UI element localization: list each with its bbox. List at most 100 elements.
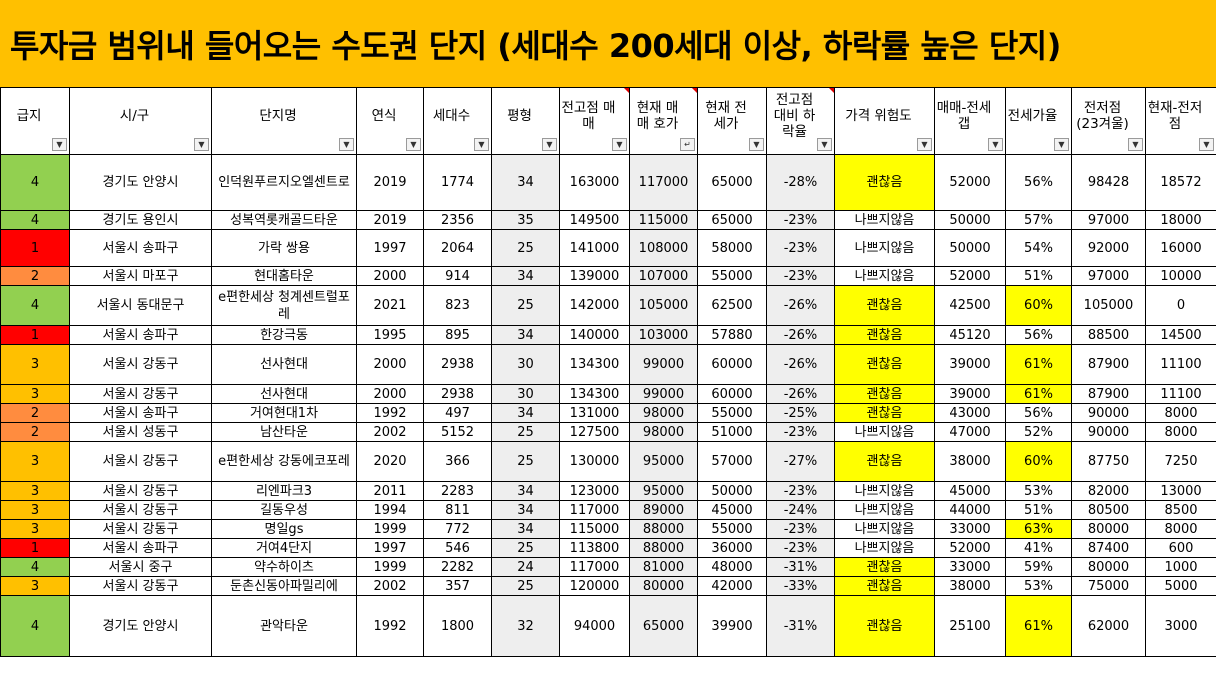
sort-descending-icon[interactable]: ↵ xyxy=(680,138,695,151)
filter-dropdown-icon[interactable]: ▼ xyxy=(917,138,932,151)
cell-ratio: 61% xyxy=(1005,344,1072,385)
table-row: 4 서울시 중구 약수하이츠 1999 2282 24 117000 81000 48000 -3… xyxy=(0,557,1216,577)
comment-marker-icon xyxy=(829,88,834,93)
cell-grade: 2 xyxy=(0,403,70,423)
filter-dropdown-icon[interactable]: ▼ xyxy=(612,138,627,151)
column-header-grade: 급지 ▼ xyxy=(0,87,70,155)
cell-jeonse: 60000 xyxy=(697,344,767,385)
cell-price: 99000 xyxy=(629,384,698,404)
column-header-ratio: 전세가율 ▼ xyxy=(1005,87,1072,155)
cell-jeonse: 65000 xyxy=(697,154,767,211)
filter-dropdown-icon[interactable]: ▼ xyxy=(52,138,67,151)
cell-diff: 18000 xyxy=(1145,210,1216,230)
cell-households: 823 xyxy=(423,285,492,326)
cell-drop: -31% xyxy=(766,595,835,657)
cell-region: 서울시 마포구 xyxy=(69,266,212,286)
filter-dropdown-icon[interactable]: ▼ xyxy=(749,138,764,151)
cell-complex: 인덕원푸르지오엘센트로 xyxy=(211,154,357,211)
cell-peak: 123000 xyxy=(559,481,630,501)
cell-year: 1997 xyxy=(356,229,424,267)
cell-year: 2002 xyxy=(356,422,424,442)
filter-dropdown-icon[interactable]: ▼ xyxy=(339,138,354,151)
cell-ratio: 41% xyxy=(1005,538,1072,558)
cell-grade: 1 xyxy=(0,538,70,558)
cell-complex: e편한세상 강동에코포레 xyxy=(211,441,357,482)
cell-households: 357 xyxy=(423,576,492,596)
cell-low: 75000 xyxy=(1071,576,1146,596)
cell-risk: 괜찮음 xyxy=(834,595,935,657)
filter-dropdown-icon[interactable]: ▼ xyxy=(817,138,832,151)
cell-year: 2011 xyxy=(356,481,424,501)
cell-peak: 142000 xyxy=(559,285,630,326)
column-header-price: 현재 매매 호가 ↵ xyxy=(629,87,698,155)
cell-drop: -31% xyxy=(766,557,835,577)
cell-households: 2282 xyxy=(423,557,492,577)
cell-gap: 43000 xyxy=(934,403,1006,423)
cell-complex: 명일gs xyxy=(211,519,357,539)
cell-low: 82000 xyxy=(1071,481,1146,501)
cell-gap: 38000 xyxy=(934,576,1006,596)
cell-diff: 600 xyxy=(1145,538,1216,558)
cell-year: 1994 xyxy=(356,500,424,520)
cell-diff: 3000 xyxy=(1145,595,1216,657)
cell-grade: 3 xyxy=(0,576,70,596)
filter-dropdown-icon[interactable]: ▼ xyxy=(194,138,209,151)
cell-drop: -26% xyxy=(766,384,835,404)
cell-peak: 117000 xyxy=(559,557,630,577)
cell-peak: 149500 xyxy=(559,210,630,230)
filter-dropdown-icon[interactable]: ▼ xyxy=(406,138,421,151)
cell-gap: 33000 xyxy=(934,557,1006,577)
cell-peak: 120000 xyxy=(559,576,630,596)
table-row: 2 서울시 성동구 남산타운 2002 5152 25 127500 98000 51000 -2… xyxy=(0,422,1216,442)
cell-price: 98000 xyxy=(629,403,698,423)
column-header-complex: 단지명 ▼ xyxy=(211,87,357,155)
cell-drop: -26% xyxy=(766,325,835,345)
cell-complex: 약수하이츠 xyxy=(211,557,357,577)
cell-households: 895 xyxy=(423,325,492,345)
cell-region: 서울시 강동구 xyxy=(69,481,212,501)
cell-price: 105000 xyxy=(629,285,698,326)
cell-complex: 거여현대1차 xyxy=(211,403,357,423)
column-header-label: 평형 xyxy=(507,108,532,124)
cell-jeonse: 62500 xyxy=(697,285,767,326)
table-row: 3 서울시 강동구 둔촌신동아파밀리에 2002 357 25 120000 80000 420… xyxy=(0,576,1216,596)
cell-price: 89000 xyxy=(629,500,698,520)
cell-region: 서울시 동대문구 xyxy=(69,285,212,326)
cell-region: 경기도 안양시 xyxy=(69,595,212,657)
column-header-label: 가격 위험도 xyxy=(845,108,912,124)
cell-price: 115000 xyxy=(629,210,698,230)
cell-peak: 117000 xyxy=(559,500,630,520)
filter-dropdown-icon[interactable]: ▼ xyxy=(1054,138,1069,151)
cell-ratio: 53% xyxy=(1005,481,1072,501)
cell-year: 1999 xyxy=(356,557,424,577)
cell-gap: 45000 xyxy=(934,481,1006,501)
table-row: 4 경기도 안양시 인덕원푸르지오엘센트로 2019 1774 34 163000 11700… xyxy=(0,154,1216,211)
cell-price: 103000 xyxy=(629,325,698,345)
filter-dropdown-icon[interactable]: ▼ xyxy=(542,138,557,151)
cell-year: 1992 xyxy=(356,403,424,423)
cell-gap: 39000 xyxy=(934,344,1006,385)
cell-size: 25 xyxy=(491,576,560,596)
cell-jeonse: 45000 xyxy=(697,500,767,520)
filter-dropdown-icon[interactable]: ▼ xyxy=(1128,138,1143,151)
cell-drop: -28% xyxy=(766,154,835,211)
cell-households: 546 xyxy=(423,538,492,558)
table-row: 2 서울시 마포구 현대홈타운 2000 914 34 139000 107000 55000-… xyxy=(0,266,1216,286)
filter-dropdown-icon[interactable]: ▼ xyxy=(474,138,489,151)
cell-risk: 괜찮음 xyxy=(834,576,935,596)
column-header-peak: 전고점 매매 ▼ xyxy=(559,87,630,155)
cell-ratio: 56% xyxy=(1005,403,1072,423)
cell-low: 97000 xyxy=(1071,210,1146,230)
cell-gap: 33000 xyxy=(934,519,1006,539)
cell-drop: -26% xyxy=(766,344,835,385)
cell-low: 105000 xyxy=(1071,285,1146,326)
cell-complex: 가락 쌍용 xyxy=(211,229,357,267)
cell-ratio: 54% xyxy=(1005,229,1072,267)
cell-households: 5152 xyxy=(423,422,492,442)
filter-dropdown-icon[interactable]: ▼ xyxy=(1199,138,1214,151)
cell-diff: 16000 xyxy=(1145,229,1216,267)
cell-jeonse: 55000 xyxy=(697,403,767,423)
cell-diff: 10000 xyxy=(1145,266,1216,286)
cell-complex: 둔촌신동아파밀리에 xyxy=(211,576,357,596)
filter-dropdown-icon[interactable]: ▼ xyxy=(988,138,1003,151)
